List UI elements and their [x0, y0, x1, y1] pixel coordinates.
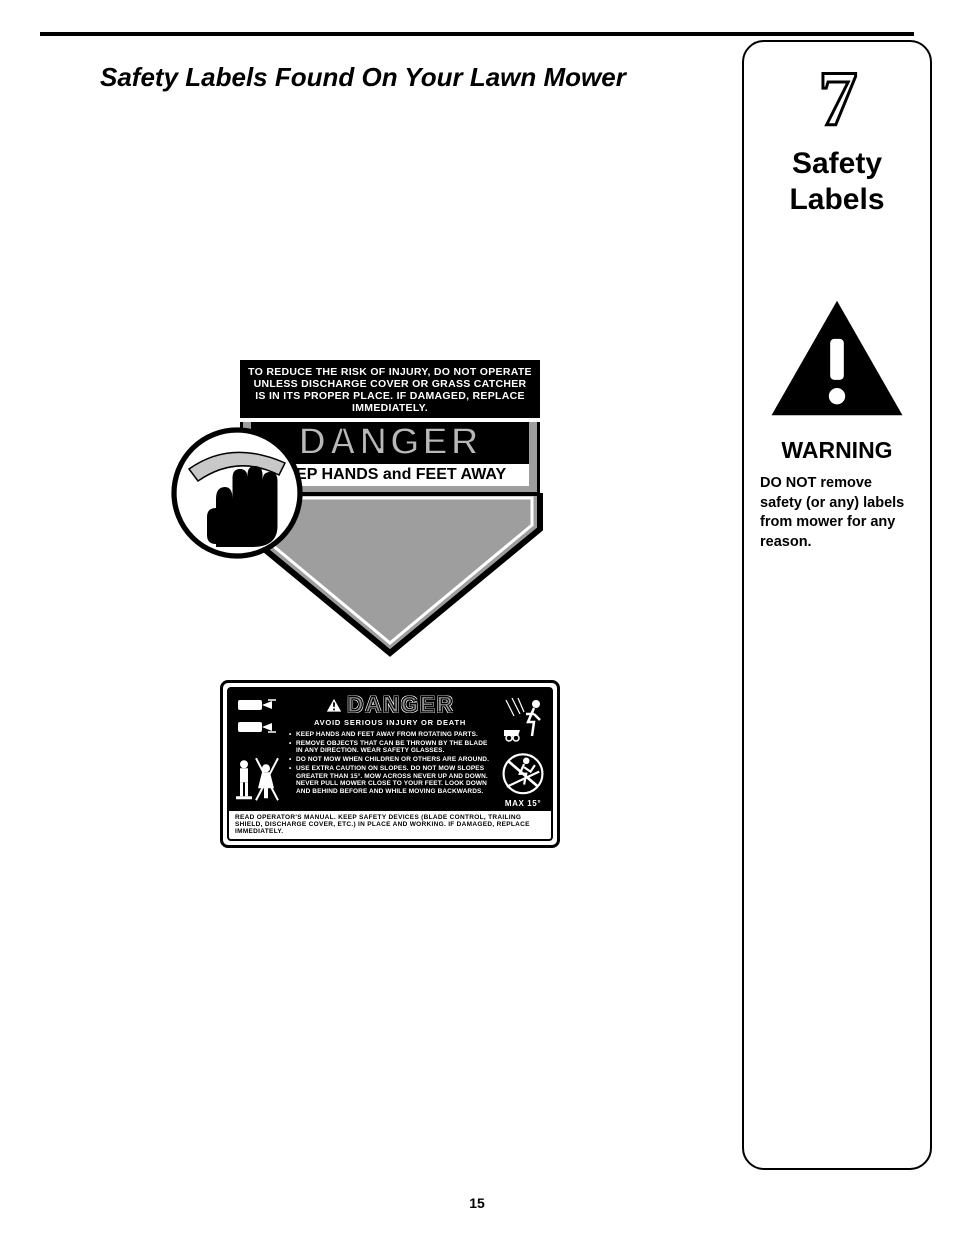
label2-bullet: USE EXTRA CAUTION ON SLOPES. DO NOT MOW … — [296, 765, 489, 795]
label2-pictogram-controls — [229, 689, 285, 749]
danger-pentagon-label: TO REDUCE THE RISK OF INJURY, DO NOT OPE… — [240, 360, 540, 655]
label2-bullet: KEEP HANDS AND FEET AWAY FROM ROTATING P… — [296, 731, 489, 738]
label2-pictogram-slope: MAX 15° — [495, 749, 551, 810]
label1-top-warning-text: TO REDUCE THE RISK OF INJURY, DO NOT OPE… — [240, 360, 540, 418]
bystanders-icon — [232, 752, 282, 807]
controls-icon — [232, 692, 282, 746]
warning-triangle-small-icon — [325, 697, 343, 713]
label2-inner: DANGER AVOID SERIOUS INJURY OR DEATH KEE… — [227, 687, 553, 841]
chapter-title: Safety Labels — [754, 146, 920, 218]
sidebar-panel: 7 Safety Labels WARNING DO NOT remove sa… — [742, 40, 932, 1170]
label2-danger-row: DANGER — [286, 690, 494, 718]
label2-max-slope: MAX 15° — [505, 798, 541, 809]
label2-pictogram-thrown-objects — [495, 689, 551, 749]
main-content: TO REDUCE THE RISK OF INJURY, DO NOT OPE… — [40, 100, 720, 1160]
label2-pictogram-bystanders — [229, 749, 285, 810]
page-title: Safety Labels Found On Your Lawn Mower — [100, 62, 626, 93]
label2-bullet: REMOVE OBJECTS THAT CAN BE THROWN BY THE… — [296, 740, 489, 755]
page-number: 15 — [469, 1195, 485, 1211]
label2-danger-word: DANGER — [347, 692, 454, 718]
thrown-objects-icon — [498, 692, 548, 746]
label2-bullet-list: KEEP HANDS AND FEET AWAY FROM ROTATING P… — [286, 729, 494, 809]
label1-pentagon — [240, 495, 540, 655]
label2-grid: DANGER AVOID SERIOUS INJURY OR DEATH KEE… — [229, 689, 551, 810]
label2-subhead: AVOID SERIOUS INJURY OR DEATH — [286, 718, 494, 729]
label2-footer-text: READ OPERATOR'S MANUAL. KEEP SAFETY DEVI… — [229, 810, 551, 839]
slope-icon — [496, 750, 550, 798]
label2-center-panel: DANGER AVOID SERIOUS INJURY OR DEATH KEE… — [285, 689, 495, 810]
label2-bullet: DO NOT MOW WHEN CHILDREN OR OTHERS ARE A… — [296, 756, 489, 763]
danger-rectangle-label: DANGER AVOID SERIOUS INJURY OR DEATH KEE… — [220, 680, 560, 848]
warning-triangle-icon — [767, 298, 907, 418]
chapter-number: 7 — [754, 60, 920, 138]
warning-body-text: DO NOT remove safety (or any) labels fro… — [754, 464, 920, 552]
hand-blade-icon — [162, 418, 312, 568]
page-top-rule — [40, 32, 914, 36]
warning-heading: WARNING — [754, 437, 920, 464]
